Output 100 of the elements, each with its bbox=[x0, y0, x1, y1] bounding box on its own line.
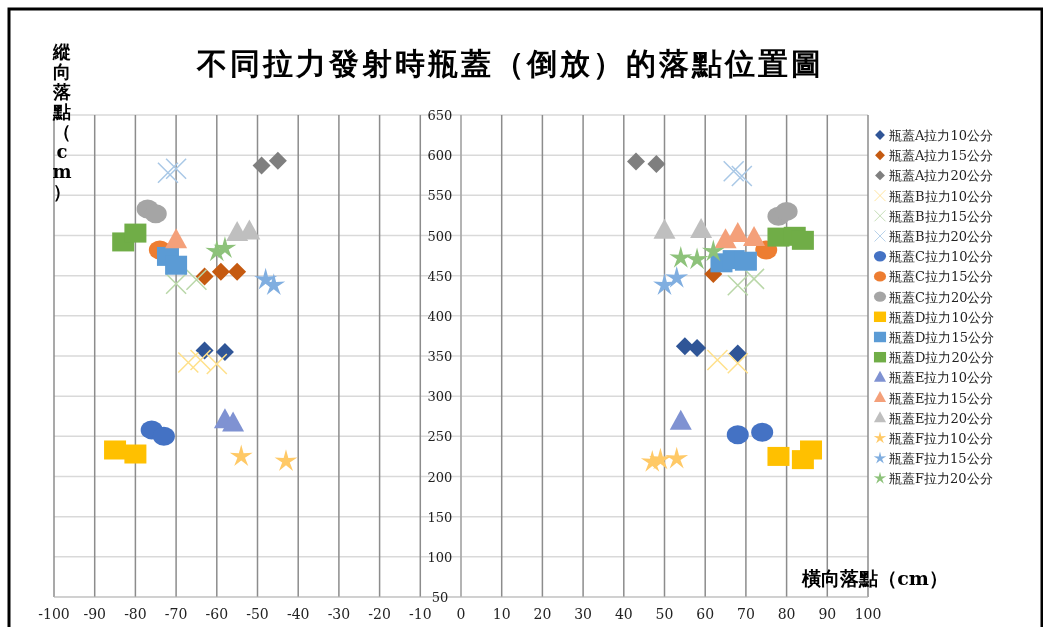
point bbox=[206, 353, 228, 375]
point bbox=[165, 228, 188, 249]
point bbox=[274, 449, 298, 471]
legend-label: 瓶蓋D拉力20公分 bbox=[889, 350, 994, 366]
point bbox=[722, 160, 745, 182]
point bbox=[165, 158, 187, 180]
point bbox=[185, 268, 208, 291]
point bbox=[701, 239, 725, 262]
legend-label: 瓶蓋A拉力15公分 bbox=[889, 148, 993, 164]
legend-label: 瓶蓋B拉力10公分 bbox=[889, 188, 994, 204]
point bbox=[665, 266, 689, 288]
point bbox=[157, 162, 179, 184]
point bbox=[751, 422, 774, 442]
point bbox=[211, 262, 230, 281]
point bbox=[262, 273, 286, 296]
legend-label: 瓶蓋C拉力10公分 bbox=[889, 249, 994, 265]
point bbox=[252, 156, 271, 175]
point bbox=[791, 230, 814, 250]
point bbox=[215, 342, 234, 361]
x-tick-label: 60 bbox=[696, 606, 715, 622]
y-tick-label: 650 bbox=[427, 108, 453, 123]
legend-label: 瓶蓋F拉力10公分 bbox=[889, 431, 993, 446]
x-tick-label: 40 bbox=[614, 606, 633, 622]
point bbox=[706, 349, 729, 371]
point bbox=[726, 425, 749, 445]
x-tick-label: 90 bbox=[818, 606, 837, 622]
legend-label: 瓶蓋C拉力15公分 bbox=[889, 269, 994, 285]
point bbox=[669, 409, 692, 430]
x-tick-label: -10 bbox=[409, 606, 432, 622]
x-tick-label: 10 bbox=[492, 606, 511, 622]
point bbox=[177, 351, 200, 374]
point bbox=[688, 338, 707, 357]
point bbox=[268, 151, 287, 170]
x-tick-label: 30 bbox=[574, 606, 593, 622]
legend-label: 瓶蓋F拉力15公分 bbox=[889, 451, 993, 467]
point bbox=[767, 446, 790, 466]
x-tick-label: -80 bbox=[124, 606, 147, 622]
legend-label: 瓶蓋D拉力10公分 bbox=[889, 309, 994, 325]
y-tick-label: 500 bbox=[427, 228, 453, 244]
x-tick-label: -50 bbox=[246, 606, 269, 622]
point bbox=[189, 349, 212, 371]
x-tick-label: -60 bbox=[205, 606, 229, 622]
y-tick-label: 400 bbox=[427, 308, 453, 324]
x-tick-label: 70 bbox=[736, 606, 755, 622]
y-tick-label: 450 bbox=[427, 268, 453, 284]
legend-label: 瓶蓋F拉力20公分 bbox=[889, 471, 993, 487]
legend-label: 瓶蓋A拉力20公分 bbox=[889, 168, 993, 184]
legend-label: 瓶蓋D拉力15公分 bbox=[889, 330, 994, 345]
point bbox=[690, 217, 713, 238]
point bbox=[800, 440, 823, 460]
point bbox=[152, 426, 175, 446]
point bbox=[685, 247, 709, 270]
point bbox=[228, 262, 247, 281]
y-tick-label: 150 bbox=[427, 509, 453, 525]
point bbox=[222, 411, 245, 432]
point bbox=[229, 444, 253, 467]
x-tick-label: -70 bbox=[164, 606, 188, 622]
legend-label: 瓶蓋E拉力10公分 bbox=[889, 370, 994, 386]
point bbox=[727, 352, 749, 374]
point bbox=[165, 255, 188, 275]
point bbox=[104, 440, 127, 460]
y-tick-label: 350 bbox=[427, 349, 453, 364]
point bbox=[743, 225, 766, 246]
legend-label: 瓶蓋B拉力15公分 bbox=[889, 208, 994, 224]
y-tick-label: 100 bbox=[427, 549, 453, 565]
y-tick-label: 50 bbox=[431, 590, 449, 605]
x-axis-title: 橫向落點（cm） bbox=[801, 567, 948, 589]
legend-label: 瓶蓋E拉力20公分 bbox=[889, 410, 994, 426]
y-tick-label: 550 bbox=[427, 188, 453, 204]
y-tick-label: 200 bbox=[427, 469, 453, 485]
point bbox=[743, 268, 765, 290]
point bbox=[669, 245, 693, 268]
point bbox=[627, 152, 646, 171]
point bbox=[775, 201, 798, 221]
point bbox=[734, 251, 757, 271]
point bbox=[647, 155, 666, 173]
y-axis-title: 縱向落點（cm） bbox=[52, 41, 72, 202]
point bbox=[653, 218, 676, 239]
chart-title: 不同拉力發射時瓶蓋（倒放）的落點位置圖 bbox=[195, 46, 824, 81]
x-tick-label: -40 bbox=[286, 606, 310, 622]
x-tick-label: -100 bbox=[38, 606, 70, 622]
legend-label: 瓶蓋B拉力20公分 bbox=[889, 229, 994, 244]
point bbox=[675, 337, 694, 356]
point bbox=[165, 272, 187, 295]
legend-label: 瓶蓋E拉力15公分 bbox=[889, 390, 994, 406]
x-tick-label: 50 bbox=[655, 606, 674, 622]
x-tick-label: 80 bbox=[777, 606, 796, 622]
point bbox=[144, 204, 167, 224]
point bbox=[727, 274, 749, 297]
x-tick-label: -90 bbox=[83, 606, 106, 622]
point bbox=[124, 444, 147, 464]
x-tick-label: 100 bbox=[854, 606, 882, 622]
point bbox=[124, 223, 147, 243]
point bbox=[213, 236, 237, 259]
y-tick-label: 300 bbox=[427, 389, 453, 405]
x-tick-label: 0 bbox=[456, 606, 466, 622]
point bbox=[649, 447, 672, 470]
y-tick-label: 250 bbox=[427, 429, 453, 445]
legend-label: 瓶蓋C拉力20公分 bbox=[889, 289, 994, 305]
point bbox=[731, 165, 753, 187]
